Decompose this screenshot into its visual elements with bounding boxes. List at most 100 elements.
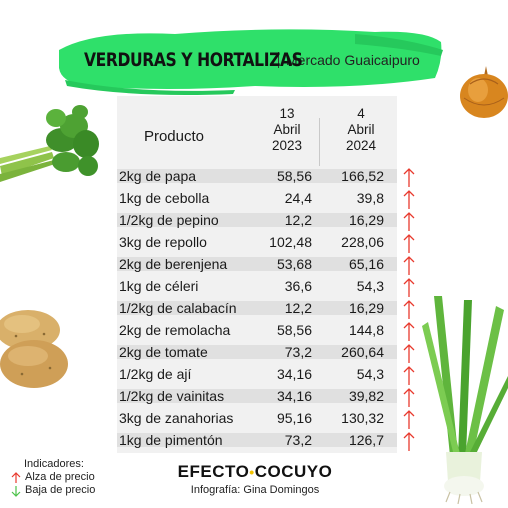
product-cell: 2kg de papa xyxy=(119,168,197,184)
legend-down-label: Baja de precio xyxy=(25,484,96,496)
brand-logo-right: COCUYO xyxy=(254,462,333,481)
price-2024-cell: 130,32 xyxy=(341,410,384,426)
price-table-body: 2kg de papa 58,56 166,52 1kg de cebolla 24,4… xyxy=(117,167,397,453)
arrow-up-icon xyxy=(11,471,21,483)
green-onion-illustration xyxy=(422,296,508,504)
table-row: 2kg de tomate 73,2 260,64 xyxy=(117,343,397,365)
trend-cell xyxy=(401,255,417,277)
trend-cell xyxy=(401,233,417,255)
product-cell: 2kg de remolacha xyxy=(119,322,231,338)
trend-cell xyxy=(401,211,417,233)
date1-day: 13 xyxy=(279,106,295,121)
trend-cell xyxy=(401,277,417,299)
price-2023-cell: 36,6 xyxy=(284,278,312,294)
title-block: VERDURAS Y HORTALIZAS Mercado Guaicaipur… xyxy=(84,45,420,75)
price-2023-cell: 102,48 xyxy=(269,234,312,250)
trend-cell xyxy=(401,299,417,321)
price-2023-cell: 73,2 xyxy=(284,432,312,448)
price-2023-cell: 34,16 xyxy=(276,366,312,382)
arrow-up-icon xyxy=(403,432,415,451)
product-cell: 1kg de céleri xyxy=(119,278,199,294)
product-cell: 1/2kg de calabacín xyxy=(119,300,237,316)
price-2024-cell: 54,3 xyxy=(356,278,384,294)
table-row: 1kg de pimentón 73,2 126,7 xyxy=(117,431,397,453)
brand-logo-dot: • xyxy=(249,464,255,480)
date1-year: 2023 xyxy=(271,138,303,153)
arrow-down-icon xyxy=(11,485,21,497)
product-cell: 1kg de pimentón xyxy=(119,432,223,448)
price-2024-cell: 228,06 xyxy=(341,234,384,250)
product-cell: 1/2kg de vainitas xyxy=(119,388,225,404)
table-row: 1/2kg de calabacín 12,2 16,29 xyxy=(117,299,397,321)
price-2023-cell: 95,16 xyxy=(276,410,312,426)
trend-cell xyxy=(401,167,417,189)
price-2024-cell: 126,7 xyxy=(348,432,384,448)
brand-logo-left: EFECTO xyxy=(177,462,250,481)
price-2023-cell: 73,2 xyxy=(284,344,312,360)
price-2023-cell: 12,2 xyxy=(284,212,312,228)
product-cell: 1kg de cebolla xyxy=(119,190,210,206)
legend-up-label: Alza de precio xyxy=(25,471,95,483)
price-2023-cell: 34,16 xyxy=(276,388,312,404)
title-divider xyxy=(278,52,279,68)
legend: Indicadores: Alza de precio Baja de prec… xyxy=(10,458,95,497)
price-2024-cell: 16,29 xyxy=(348,212,384,228)
table-row: 2kg de remolacha 58,56 144,8 xyxy=(117,321,397,343)
price-2024-cell: 39,82 xyxy=(348,388,384,404)
product-cell: 2kg de berenjena xyxy=(119,256,228,272)
product-cell: 1/2kg de ají xyxy=(119,366,192,382)
potatoes-illustration xyxy=(0,310,68,388)
price-2023-cell: 24,4 xyxy=(284,190,312,206)
price-2023-cell: 58,56 xyxy=(276,168,312,184)
date1-month: Abril xyxy=(273,122,301,137)
table-row: 3kg de repollo 102,48 228,06 xyxy=(117,233,397,255)
product-column-header: Producto xyxy=(143,128,205,145)
price-2024-cell: 144,8 xyxy=(348,322,384,338)
price-2024-cell: 260,64 xyxy=(341,344,384,360)
arrow-up-icon xyxy=(403,322,415,341)
trend-cell xyxy=(401,431,417,453)
price-2024-cell: 54,3 xyxy=(356,366,384,382)
trend-cell xyxy=(401,343,417,365)
arrow-up-icon xyxy=(403,278,415,297)
arrow-up-icon xyxy=(403,168,415,187)
arrow-up-icon xyxy=(403,344,415,363)
table-row: 3kg de zanahorias 95,16 130,32 xyxy=(117,409,397,431)
table-row: 1/2kg de pepino 12,2 16,29 xyxy=(117,211,397,233)
table-row: 1/2kg de ají 34,16 54,3 xyxy=(117,365,397,387)
table-row: 2kg de papa 58,56 166,52 xyxy=(117,167,397,189)
price-2024-cell: 39,8 xyxy=(356,190,384,206)
table-row: 2kg de berenjena 53,68 65,16 xyxy=(117,255,397,277)
arrow-up-icon xyxy=(403,190,415,209)
arrow-up-icon xyxy=(403,410,415,429)
product-cell: 3kg de zanahorias xyxy=(119,410,234,426)
trend-cell xyxy=(401,189,417,211)
table-row: 1kg de céleri 36,6 54,3 xyxy=(117,277,397,299)
arrow-up-icon xyxy=(403,256,415,275)
product-cell: 3kg de repollo xyxy=(119,234,207,250)
infographic-credit: Infografía: Gina Domingos xyxy=(190,484,320,496)
trend-cell xyxy=(401,409,417,431)
product-cell: 2kg de tomate xyxy=(119,344,208,360)
arrow-up-icon xyxy=(403,234,415,253)
price-2024-cell: 16,29 xyxy=(348,300,384,316)
trend-cell xyxy=(401,387,417,409)
date-column-divider xyxy=(319,118,320,166)
title-brush-stroke xyxy=(59,29,443,95)
arrow-up-icon xyxy=(403,212,415,231)
price-2023-cell: 58,56 xyxy=(276,322,312,338)
table-row: 1/2kg de vainitas 34,16 39,82 xyxy=(117,387,397,409)
date2-column-header: 4 Abril 2024 xyxy=(332,106,390,154)
product-cell: 1/2kg de pepino xyxy=(119,212,219,228)
arrow-up-icon xyxy=(403,366,415,385)
arrow-up-icon xyxy=(403,300,415,319)
price-2024-cell: 65,16 xyxy=(348,256,384,272)
arrow-up-icon xyxy=(403,388,415,407)
trend-indicator-column xyxy=(401,167,417,453)
date2-year: 2024 xyxy=(345,138,377,153)
date2-month: Abril xyxy=(347,122,375,137)
page-title: VERDURAS Y HORTALIZAS xyxy=(84,49,303,71)
legend-item-down: Baja de precio xyxy=(10,484,95,497)
trend-cell xyxy=(401,365,417,387)
celery-illustration xyxy=(0,105,99,182)
